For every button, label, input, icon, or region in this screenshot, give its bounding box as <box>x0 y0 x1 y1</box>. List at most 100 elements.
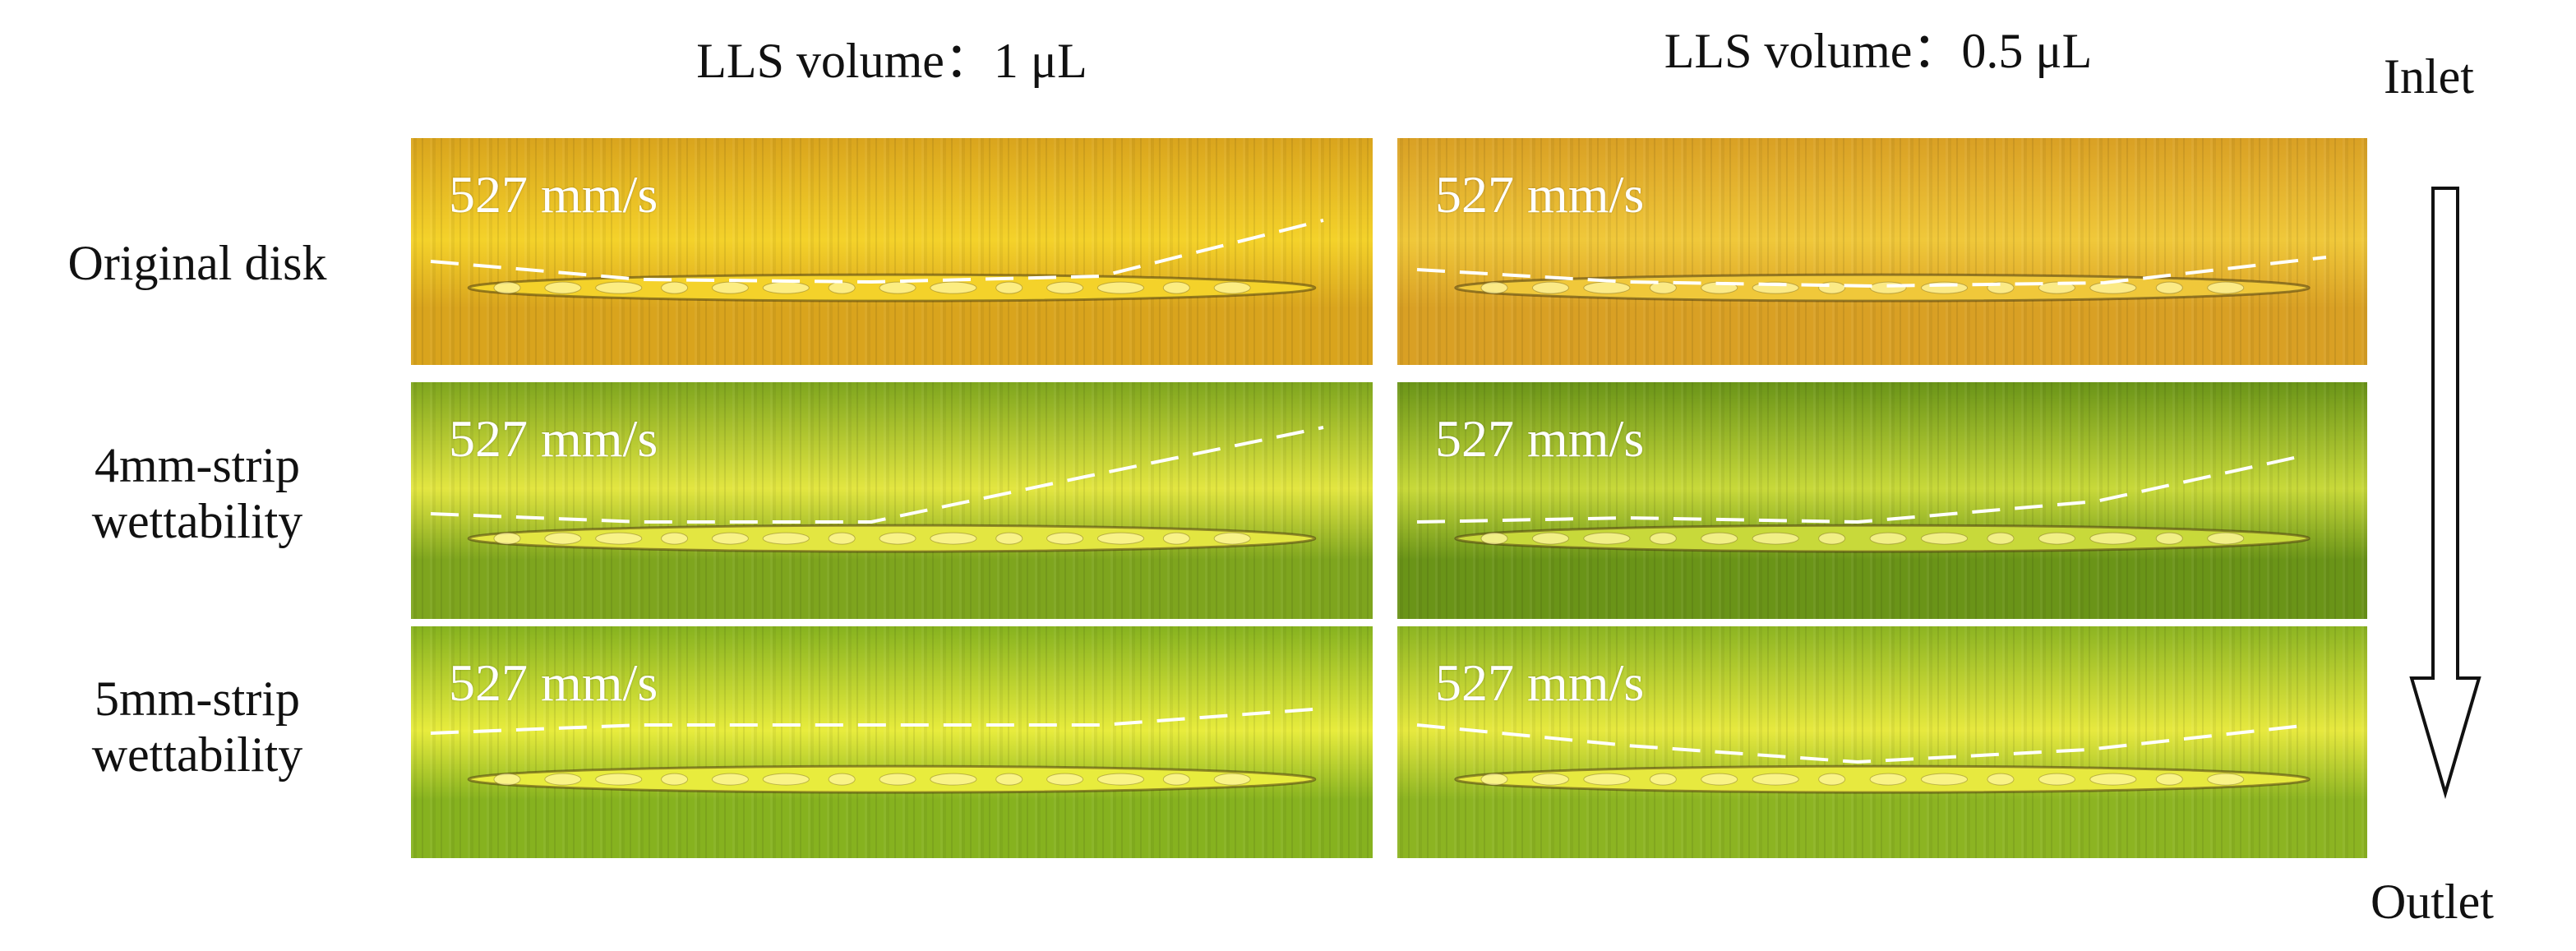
film-bubble <box>2089 773 2137 786</box>
film-bubble <box>544 532 582 545</box>
film-bubble <box>762 281 810 294</box>
streak-texture <box>411 138 1373 365</box>
inlet-label: Inlet <box>2384 49 2474 104</box>
row-label-line: 5mm-strip <box>95 672 300 726</box>
film-bubble <box>828 532 856 545</box>
film-bubble <box>1480 773 1508 786</box>
film-bubble <box>711 532 749 545</box>
film-bubble <box>2155 532 2183 545</box>
streak-texture <box>1397 138 2367 365</box>
speed-label: 527 mm/s <box>449 409 658 468</box>
film-bubble <box>1531 281 1569 294</box>
film-bubble <box>1987 532 2015 545</box>
film-bubble <box>1649 532 1677 545</box>
film-bubble <box>930 773 977 786</box>
film-bubble <box>2089 532 2137 545</box>
film-bubble <box>1869 532 1907 545</box>
streak-texture <box>1397 382 2367 619</box>
film-bubble <box>1869 281 1907 294</box>
film-bubble <box>1921 532 1969 545</box>
film-bubble <box>544 773 582 786</box>
film-overlay <box>1416 723 2311 794</box>
film-bubble <box>2038 532 2075 545</box>
film-bubble <box>2038 773 2075 786</box>
film-bubble <box>1752 773 1799 786</box>
speed-label: 527 mm/s <box>449 165 658 224</box>
row-label-original-disk: Original disk <box>0 235 395 291</box>
film-bubble <box>1096 532 1144 545</box>
film-bubble <box>1046 532 1084 545</box>
film-bubble <box>2207 773 2245 786</box>
film-bubble <box>1649 773 1677 786</box>
interface-dashed-line <box>430 219 1324 284</box>
film-bubble <box>1752 532 1799 545</box>
film-bubble <box>1531 773 1569 786</box>
column-header-0-5ul: LLS volume：0.5 μL <box>1664 24 2093 78</box>
panel-r2-c1: 527 mm/s <box>411 382 1373 619</box>
streak-texture <box>1397 626 2367 858</box>
film-bubble <box>762 773 810 786</box>
film-bubble <box>711 281 749 294</box>
column-header-1ul: LLS volume：1 μL <box>696 34 1087 88</box>
speed-label: 527 mm/s <box>1435 653 1645 712</box>
film-overlay <box>430 426 1324 553</box>
film-bubble <box>995 532 1023 545</box>
film-overlay <box>1416 256 2327 302</box>
film-bubble <box>762 532 810 545</box>
film-bubble <box>661 532 689 545</box>
film-bubble <box>544 281 582 294</box>
film-bubble <box>1987 773 2015 786</box>
film-bubble <box>1649 281 1677 294</box>
film-bubble <box>1096 281 1144 294</box>
streak-texture <box>411 626 1373 858</box>
film-bubble <box>1162 773 1190 786</box>
row-label-line: Original disk <box>67 236 327 290</box>
panel-r3-c2: 527 mm/s <box>1397 626 2367 858</box>
film-bubble <box>1583 773 1631 786</box>
interface-dashed-line <box>1416 723 2311 764</box>
film-bubble <box>1096 773 1144 786</box>
film-bubble <box>930 532 977 545</box>
film-bubble <box>2207 532 2245 545</box>
film-bubble <box>1701 773 1738 786</box>
film-bubble <box>661 773 689 786</box>
film-bubble <box>1869 773 1907 786</box>
outlet-label: Outlet <box>2371 875 2494 929</box>
row-label-4mm-strip: 4mm-strip wettability <box>0 437 395 549</box>
film-bubble <box>1213 532 1251 545</box>
film-bubble <box>1531 532 1569 545</box>
row-label-5mm-strip: 5mm-strip wettability <box>0 671 395 782</box>
speed-label: 527 mm/s <box>449 653 658 712</box>
film-bubble <box>493 281 521 294</box>
film-bubble <box>1818 773 1846 786</box>
film-bubble <box>1162 532 1190 545</box>
film-bubble <box>828 281 856 294</box>
down-arrow-icon <box>2409 187 2481 800</box>
film-bubble <box>1046 773 1084 786</box>
film-bubble <box>2207 281 2245 294</box>
film-bubble <box>879 773 916 786</box>
film-bubble <box>1583 532 1631 545</box>
film-bubble <box>828 773 856 786</box>
film-bubble <box>1213 773 1251 786</box>
film-bubble <box>1818 532 1846 545</box>
film-bubble <box>1213 281 1251 294</box>
interface-dashed-line <box>1416 256 2327 289</box>
film-bubble <box>879 281 916 294</box>
speed-label: 527 mm/s <box>1435 409 1645 468</box>
film-overlay <box>430 219 1324 302</box>
film-bubble <box>930 281 977 294</box>
film-bubble <box>995 281 1023 294</box>
film-bubble <box>595 532 643 545</box>
panel-r2-c2: 527 mm/s <box>1397 382 2367 619</box>
row-label-line: wettability <box>91 727 303 782</box>
film-bubble <box>1921 773 1969 786</box>
film-bubble <box>493 532 521 545</box>
film-bubble <box>879 532 916 545</box>
film-bubble <box>493 773 521 786</box>
panel-r3-c1: 527 mm/s <box>411 626 1373 858</box>
row-label-line: 4mm-strip <box>95 438 300 492</box>
film-bubble <box>595 773 643 786</box>
film-bubble <box>711 773 749 786</box>
row-label-line: wettability <box>91 494 303 548</box>
